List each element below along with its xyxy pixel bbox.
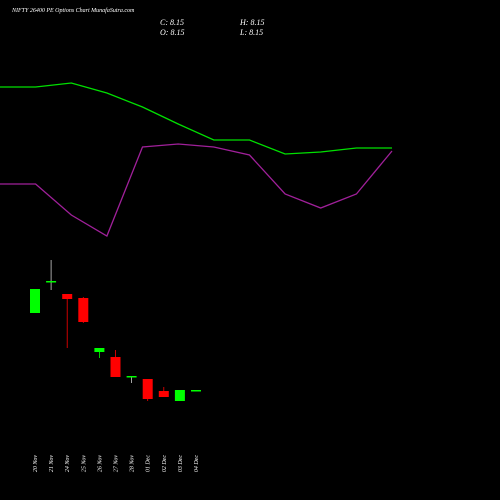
candle-body bbox=[142, 379, 153, 399]
ohlc-label: L: 8.15 bbox=[239, 28, 263, 37]
x-tick-label: 01 Dec bbox=[146, 455, 152, 472]
x-tick-label: 04 Dec bbox=[193, 455, 200, 472]
candle-body bbox=[46, 281, 57, 283]
x-tick-label: 02 Dec bbox=[162, 455, 168, 472]
x-tick-label: 26 Nov bbox=[97, 455, 103, 473]
candle-body bbox=[30, 289, 40, 313]
chart-title: NIFTY 26400 PE Options Chart MunafaSutra… bbox=[11, 7, 135, 14]
ohlc-label: H: 8.15 bbox=[239, 18, 264, 27]
x-tick-label: 20 Nov bbox=[33, 455, 39, 473]
candle-body bbox=[62, 294, 73, 299]
candle-body bbox=[174, 390, 185, 401]
x-tick-label: 24 Nov bbox=[64, 455, 71, 473]
x-tick-label: 27 Nov bbox=[114, 455, 120, 473]
candle-body bbox=[158, 391, 169, 397]
ma-line bbox=[0, 143, 393, 237]
candle-body bbox=[126, 376, 137, 378]
ohlc-label: O: 8.15 bbox=[160, 28, 184, 37]
x-tick-label: 03 Dec bbox=[178, 455, 184, 472]
x-tick-label: 25 Nov bbox=[81, 455, 87, 473]
ma-line bbox=[0, 82, 392, 155]
ohlc-label: C: 8.15 bbox=[160, 18, 184, 27]
x-tick-label: 21 Nov bbox=[49, 455, 55, 473]
candle-body bbox=[78, 298, 89, 322]
x-tick-label: 28 Nov bbox=[130, 455, 136, 473]
candle-body bbox=[110, 357, 121, 377]
candle-body bbox=[191, 390, 201, 392]
candle-body bbox=[94, 348, 105, 352]
